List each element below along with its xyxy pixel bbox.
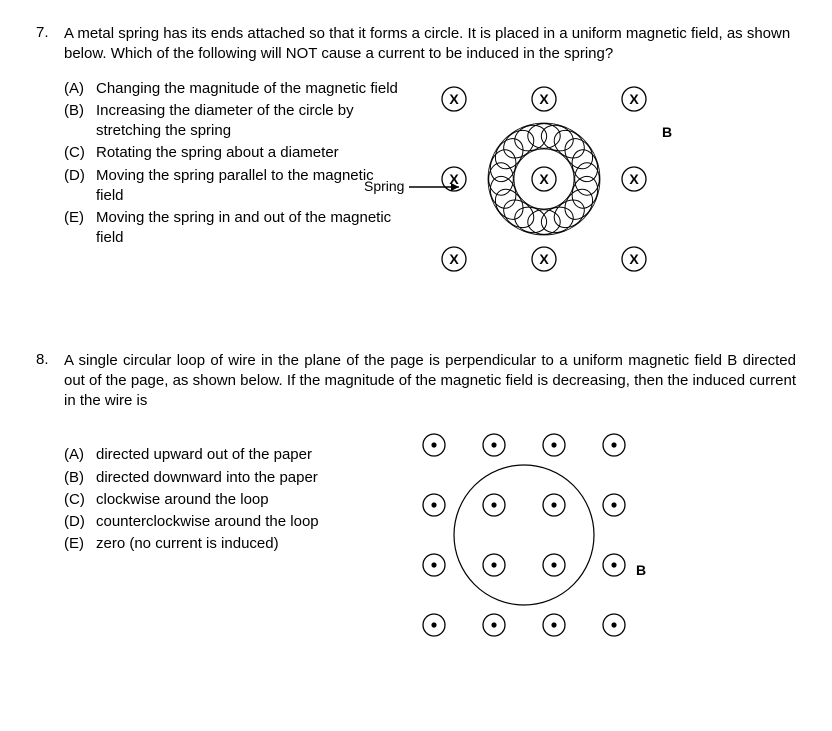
choice-letter: (A) bbox=[64, 445, 96, 465]
q7-choice-a: (A) Changing the magnitude of the magnet… bbox=[64, 79, 404, 99]
svg-text:X: X bbox=[629, 91, 639, 107]
q8-svg: B bbox=[404, 425, 684, 655]
svg-text:Spring: Spring bbox=[364, 178, 404, 194]
q8-stem: A single circular loop of wire in the pl… bbox=[64, 351, 796, 412]
q7-body: (A) Changing the magnitude of the magnet… bbox=[64, 79, 796, 303]
choice-text: directed upward out of the paper bbox=[96, 445, 404, 465]
svg-text:X: X bbox=[629, 251, 639, 267]
choice-letter: (D) bbox=[64, 166, 96, 207]
q7-choice-c: (C) Rotating the spring about a diameter bbox=[64, 143, 404, 163]
q7-stem-row: 7. A metal spring has its ends attached … bbox=[36, 24, 796, 65]
choice-text: clockwise around the loop bbox=[96, 490, 404, 510]
q8-choice-c: (C) clockwise around the loop bbox=[64, 490, 404, 510]
choice-letter: (B) bbox=[64, 468, 96, 488]
choice-text: directed downward into the paper bbox=[96, 468, 404, 488]
q7-choice-d: (D) Moving the spring parallel to the ma… bbox=[64, 166, 404, 207]
svg-text:B: B bbox=[662, 124, 672, 140]
choice-letter: (C) bbox=[64, 490, 96, 510]
choice-letter: (E) bbox=[64, 534, 96, 554]
question-7: 7. A metal spring has its ends attached … bbox=[36, 24, 796, 303]
svg-text:X: X bbox=[539, 91, 549, 107]
q8-stem-row: 8. A single circular loop of wire in the… bbox=[36, 351, 796, 412]
q8-choice-b: (B) directed downward into the paper bbox=[64, 468, 404, 488]
choice-letter: (C) bbox=[64, 143, 96, 163]
choice-text: zero (no current is induced) bbox=[96, 534, 404, 554]
q8-figure: B bbox=[404, 425, 796, 659]
q7-svg: XXXXXXXXXSpringB bbox=[404, 79, 714, 299]
q8-choice-d: (D) counterclockwise around the loop bbox=[64, 512, 404, 532]
q7-choice-e: (E) Moving the spring in and out of the … bbox=[64, 208, 404, 249]
choice-text: Moving the spring parallel to the magnet… bbox=[96, 166, 404, 207]
svg-text:X: X bbox=[449, 91, 459, 107]
svg-text:X: X bbox=[449, 251, 459, 267]
svg-text:B: B bbox=[636, 562, 646, 578]
choice-text: Rotating the spring about a diameter bbox=[96, 143, 404, 163]
q7-number: 7. bbox=[36, 24, 64, 41]
choice-letter: (A) bbox=[64, 79, 96, 99]
q8-choice-e: (E) zero (no current is induced) bbox=[64, 534, 404, 554]
choice-letter: (E) bbox=[64, 208, 96, 249]
question-8: 8. A single circular loop of wire in the… bbox=[36, 351, 796, 660]
svg-text:X: X bbox=[539, 251, 549, 267]
q7-figure: XXXXXXXXXSpringB bbox=[404, 79, 796, 303]
q8-body: (A) directed upward out of the paper (B)… bbox=[64, 425, 796, 659]
q8-choices: (A) directed upward out of the paper (B)… bbox=[64, 425, 404, 659]
q7-stem: A metal spring has its ends attached so … bbox=[64, 24, 796, 65]
svg-text:X: X bbox=[629, 171, 639, 187]
choice-letter: (B) bbox=[64, 101, 96, 142]
choice-letter: (D) bbox=[64, 512, 96, 532]
choice-text: counterclockwise around the loop bbox=[96, 512, 404, 532]
choice-text: Changing the magnitude of the magnetic f… bbox=[96, 79, 404, 99]
q7-choices: (A) Changing the magnitude of the magnet… bbox=[64, 79, 404, 303]
svg-text:X: X bbox=[539, 171, 549, 187]
q7-choice-b: (B) Increasing the diameter of the circl… bbox=[64, 101, 404, 142]
q8-choice-a: (A) directed upward out of the paper bbox=[64, 445, 404, 465]
choice-text: Increasing the diameter of the circle by… bbox=[96, 101, 404, 142]
choice-text: Moving the spring in and out of the magn… bbox=[96, 208, 404, 249]
svg-text:X: X bbox=[449, 171, 459, 187]
q8-number: 8. bbox=[36, 351, 64, 368]
